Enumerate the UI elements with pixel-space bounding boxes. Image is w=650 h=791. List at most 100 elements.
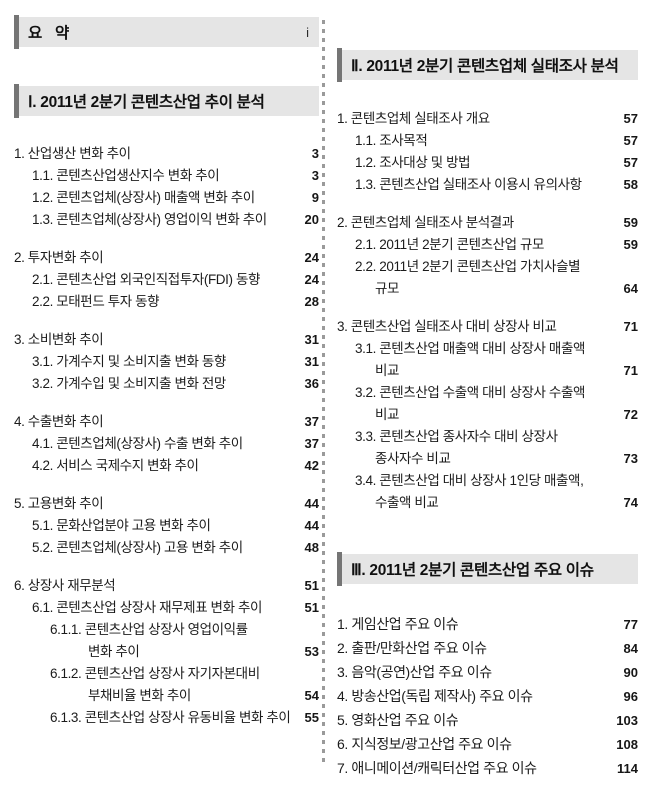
toc-entry-title: 3.3. 콘텐츠산업 종사자수 대비 상장사 <box>355 429 558 444</box>
toc-entry-title: 6.1.3. 콘텐츠산업 상장사 유동비율 변화 추이 <box>50 710 291 725</box>
toc-entry: 2. 콘텐츠업체 실태조사 분석결과 59 <box>337 212 638 234</box>
toc-entry-title: 규모 <box>375 281 400 296</box>
toc-entry-title: 3.1. 콘텐츠산업 매출액 대비 상장사 매출액 <box>355 341 585 356</box>
toc-entry-page: 42 <box>304 458 319 473</box>
toc-entry-page: 84 <box>623 641 638 656</box>
toc-entry: 1. 산업생산 변화 추이 3 <box>14 143 319 165</box>
toc-entry-page: 53 <box>304 644 319 659</box>
toc-entry-page: 44 <box>304 496 319 511</box>
toc-entry-title: 1. 게임산업 주요 이슈 <box>337 616 459 632</box>
toc-entry: 4. 방송산업(독립 제작사) 주요 이슈 96 <box>337 684 638 708</box>
toc-entry: 4.2. 서비스 국제수지 변화 추이 42 <box>14 455 319 477</box>
toc-entry-title: 4. 수출변화 추이 <box>14 414 104 429</box>
toc-entry-page: 24 <box>304 250 319 265</box>
toc-entry-title: 3.4. 콘텐츠산업 대비 상장사 1인당 매출액, <box>355 473 584 488</box>
toc-entry-title: 3.2. 콘텐츠산업 수출액 대비 상장사 수출액 <box>355 385 585 400</box>
toc-entry: 1.2. 조사대상 및 방법 57 <box>337 152 638 174</box>
toc-entry-page: 58 <box>623 177 638 192</box>
toc-entry: 5.2. 콘텐츠업체(상장사) 고용 변화 추이 48 <box>14 537 319 559</box>
toc-entry-title: 4.2. 서비스 국제수지 변화 추이 <box>32 458 199 473</box>
toc-entry-page: 51 <box>304 600 319 615</box>
toc-entry-title: 5.2. 콘텐츠업체(상장사) 고용 변화 추이 <box>32 540 243 555</box>
toc-entry-title: 1.2. 콘텐츠업체(상장사) 매출액 변화 추이 <box>32 190 255 205</box>
toc-entry: 6.1. 콘텐츠산업 상장사 재무제표 변화 추이 51 <box>14 597 319 619</box>
section-2-header: Ⅱ. 2011년 2분기 콘텐츠업체 실태조사 분석 <box>337 48 638 82</box>
toc-entry: 비교 71 <box>337 360 638 382</box>
toc-entry: 1.2. 콘텐츠업체(상장사) 매출액 변화 추이 9 <box>14 187 319 209</box>
section-3-toc-list: 1. 게임산업 주요 이슈 77 2. 출판/만화산업 주요 이슈 84 3. … <box>337 612 638 780</box>
section-2-title: Ⅱ. 2011년 2분기 콘텐츠업체 실태조사 분석 <box>351 58 619 75</box>
section-1-title: Ⅰ. 2011년 2분기 콘텐츠산업 추이 분석 <box>28 94 265 111</box>
section-1-toc-list: 1. 산업생산 변화 추이 3 1.1. 콘텐츠산업생산지수 변화 추이 3 1… <box>14 143 319 729</box>
toc-entry-page: 71 <box>623 319 638 334</box>
toc-entry-title: 6.1. 콘텐츠산업 상장사 재무제표 변화 추이 <box>32 600 262 615</box>
toc-entry-title: 3.2. 가계수입 및 소비지출 변화 전망 <box>32 376 226 391</box>
toc-entry-title: 1.2. 조사대상 및 방법 <box>355 155 471 170</box>
toc-entry-page: 108 <box>616 737 638 752</box>
toc-entry: 1. 게임산업 주요 이슈 77 <box>337 612 638 636</box>
toc-entry: 2.1. 콘텐츠산업 외국인직접투자(FDI) 동향 24 <box>14 269 319 291</box>
toc-entry-page: 103 <box>616 713 638 728</box>
toc-entry: 규모 64 <box>337 278 638 300</box>
toc-entry-title: 1.3. 콘텐츠산업 실태조사 이용시 유의사항 <box>355 177 582 192</box>
header-accent-bar <box>14 15 19 49</box>
toc-entry-title: 비교 <box>375 407 400 422</box>
summary-header-label: 요 약 <box>28 25 69 42</box>
toc-entry-title: 2.1. 2011년 2분기 콘텐츠산업 규모 <box>355 237 545 252</box>
toc-entry-page: 90 <box>623 665 638 680</box>
toc-entry-title: 5. 고용변화 추이 <box>14 496 104 511</box>
toc-entry: 2. 투자변화 추이 24 <box>14 247 319 269</box>
toc-entry-page: 96 <box>623 689 638 704</box>
section-2-toc-list: 1. 콘텐츠업체 실태조사 개요 57 1.1. 조사목적 57 1.2. 조사… <box>337 108 638 514</box>
toc-entry-page: 37 <box>304 436 319 451</box>
toc-entry-page: 72 <box>623 407 638 422</box>
toc-entry: 3.1. 콘텐츠산업 매출액 대비 상장사 매출액 <box>337 338 638 360</box>
toc-entry-page: 57 <box>623 111 638 126</box>
summary-page-number: i <box>306 24 309 40</box>
toc-entry: 6.1.3. 콘텐츠산업 상장사 유동비율 변화 추이 55 <box>14 707 319 729</box>
summary-header: 요 약 i <box>14 15 319 49</box>
header-accent-bar <box>14 84 19 118</box>
toc-entry: 3.1. 가계수지 및 소비지출 변화 동향 31 <box>14 351 319 373</box>
toc-entry-title: 5.1. 문화산업분야 고용 변화 추이 <box>32 518 211 533</box>
section-1-header: Ⅰ. 2011년 2분기 콘텐츠산업 추이 분석 <box>14 84 319 118</box>
toc-entry: 3.3. 콘텐츠산업 종사자수 대비 상장사 <box>337 426 638 448</box>
toc-entry-title: 6. 상장사 재무분석 <box>14 578 116 593</box>
toc-entry: 5. 영화산업 주요 이슈 103 <box>337 708 638 732</box>
toc-entry-title: 변화 추이 <box>88 644 140 659</box>
toc-entry-title: 2. 투자변화 추이 <box>14 250 104 265</box>
toc-entry-title: 6.1.2. 콘텐츠산업 상장사 자기자본대비 <box>50 666 260 681</box>
toc-entry: 3. 소비변화 추이 31 <box>14 329 319 351</box>
toc-entry-page: 31 <box>304 354 319 369</box>
toc-entry: 3. 콘텐츠산업 실태조사 대비 상장사 비교 71 <box>337 316 638 338</box>
toc-entry: 3.4. 콘텐츠산업 대비 상장사 1인당 매출액, <box>337 470 638 492</box>
right-column: Ⅱ. 2011년 2분기 콘텐츠업체 실태조사 분석 1. 콘텐츠업체 실태조사… <box>337 48 638 780</box>
toc-entry-page: 37 <box>304 414 319 429</box>
toc-entry-title: 3. 소비변화 추이 <box>14 332 104 347</box>
toc-entry-title: 부채비율 변화 추이 <box>88 688 191 703</box>
toc-entry-title: 2.2. 2011년 2분기 콘텐츠산업 가치사슬별 <box>355 259 581 274</box>
toc-entry-page: 77 <box>623 617 638 632</box>
toc-entry-title: 2. 콘텐츠업체 실태조사 분석결과 <box>337 215 514 230</box>
toc-entry-title: 4.1. 콘텐츠업체(상장사) 수출 변화 추이 <box>32 436 243 451</box>
toc-entry-title: 종사자수 비교 <box>375 451 451 466</box>
toc-entry: 5. 고용변화 추이 44 <box>14 493 319 515</box>
toc-entry: 비교 72 <box>337 404 638 426</box>
toc-entry-title: 1.3. 콘텐츠업체(상장사) 영업이익 변화 추이 <box>32 212 267 227</box>
toc-entry: 4. 수출변화 추이 37 <box>14 411 319 433</box>
toc-entry-title: 2.1. 콘텐츠산업 외국인직접투자(FDI) 동향 <box>32 272 260 287</box>
toc-entry-title: 4. 방송산업(독립 제작사) 주요 이슈 <box>337 688 533 704</box>
toc-entry-page: 55 <box>304 710 319 725</box>
toc-entry-page: 31 <box>304 332 319 347</box>
toc-entry-page: 59 <box>623 215 638 230</box>
toc-entry-title: 7. 애니메이션/캐릭터산업 주요 이슈 <box>337 760 537 776</box>
toc-entry: 2.1. 2011년 2분기 콘텐츠산업 규모 59 <box>337 234 638 256</box>
toc-entry: 3.2. 콘텐츠산업 수출액 대비 상장사 수출액 <box>337 382 638 404</box>
toc-entry-page: 57 <box>623 155 638 170</box>
toc-entry-page: 59 <box>623 237 638 252</box>
toc-entry-page: 3 <box>311 168 319 183</box>
toc-entry-page: 114 <box>617 761 638 776</box>
toc-entry: 6. 상장사 재무분석 51 <box>14 575 319 597</box>
toc-entry-title: 3. 콘텐츠산업 실태조사 대비 상장사 비교 <box>337 319 557 334</box>
toc-entry-page: 48 <box>304 540 319 555</box>
